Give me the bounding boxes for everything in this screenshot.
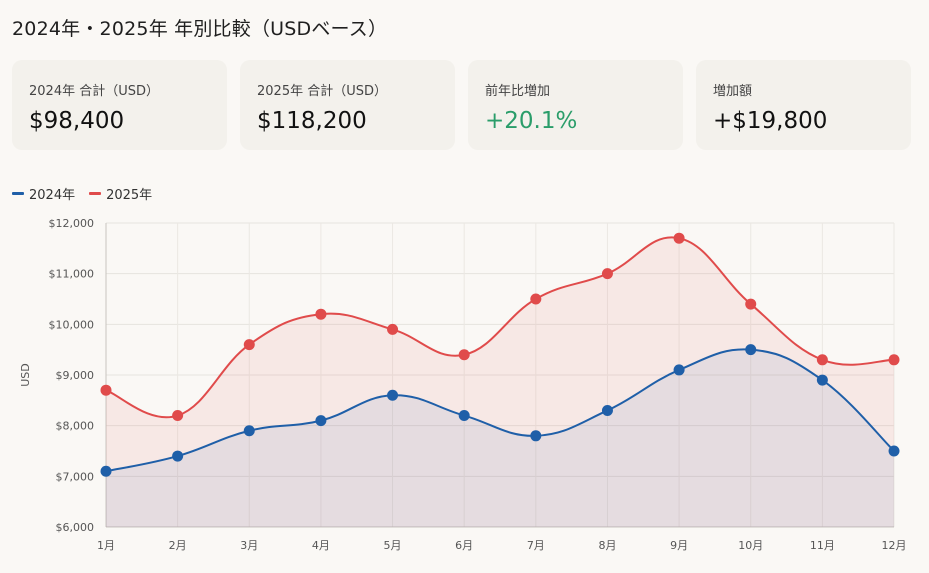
card-total-2025: 2025年 合計（USD） $118,200 <box>240 60 455 150</box>
line-chart: $6,000 $7,000 $8,000 $9,000 $10,000 $11,000 $1… <box>19 217 907 552</box>
data-point <box>601 268 613 280</box>
legend-item-2024[interactable]: 2024年 <box>12 184 75 203</box>
y-tick-label: $11,000 <box>49 268 95 281</box>
card-growth-rate: 前年比増加 +20.1% <box>468 60 683 150</box>
data-point <box>243 425 255 437</box>
x-tick-label: 2月 <box>169 539 187 552</box>
y-tick-label: $7,000 <box>56 470 95 483</box>
y-axis-label: USD <box>19 363 32 387</box>
data-point <box>458 410 470 422</box>
card-label: 2025年 合計（USD） <box>257 84 387 99</box>
y-tick-label: $9,000 <box>56 369 95 382</box>
x-tick-label: 5月 <box>384 539 402 552</box>
x-tick-label: 11月 <box>810 539 835 552</box>
card-label: 2024年 合計（USD） <box>29 84 159 99</box>
x-tick-label: 10月 <box>738 539 763 552</box>
data-point <box>816 354 828 366</box>
summary-cards: 2024年 合計（USD） $98,400 2025年 合計（USD） $118… <box>12 60 911 150</box>
legend-item-2025[interactable]: 2025年 <box>89 184 152 203</box>
data-point <box>458 349 470 361</box>
data-point <box>745 344 757 356</box>
x-tick-label: 12月 <box>882 539 907 552</box>
x-tick-label: 8月 <box>598 539 616 552</box>
data-point <box>673 364 685 376</box>
y-tick-label: $12,000 <box>49 217 95 230</box>
page-title: 2024年・2025年 年別比較（USDベース） <box>12 18 388 40</box>
chart-legend: 2024年 2025年 <box>12 184 152 203</box>
card-increase-amount: 増加額 +$19,800 <box>696 60 911 150</box>
y-tick-label: $10,000 <box>49 318 95 331</box>
data-point <box>816 374 828 386</box>
data-point <box>100 384 112 396</box>
card-value: +$19,800 <box>713 108 828 134</box>
y-tick-label: $8,000 <box>56 420 95 433</box>
series-area-0 <box>106 349 894 527</box>
card-label: 増加額 <box>713 84 753 99</box>
data-point <box>315 415 327 427</box>
data-point <box>243 339 255 351</box>
legend-swatch-icon <box>89 192 102 195</box>
series-area-1 <box>106 237 894 527</box>
x-tick-label: 9月 <box>670 539 688 552</box>
data-point <box>601 404 613 416</box>
x-tick-label: 4月 <box>312 539 330 552</box>
legend-label: 2024年 <box>29 188 76 203</box>
data-point <box>888 354 900 366</box>
card-total-2024: 2024年 合計（USD） $98,400 <box>12 60 227 150</box>
card-value: $118,200 <box>257 108 367 134</box>
data-point <box>387 389 399 401</box>
data-point <box>172 450 184 462</box>
y-tick-label: $6,000 <box>56 521 95 534</box>
data-point <box>888 445 900 457</box>
x-tick-label: 3月 <box>240 539 258 552</box>
x-tick-label: 7月 <box>527 539 545 552</box>
data-point <box>530 430 542 442</box>
data-point <box>315 308 327 320</box>
x-tick-label: 1月 <box>97 539 115 552</box>
data-point <box>100 465 112 477</box>
data-point <box>387 323 399 335</box>
card-value: $98,400 <box>29 108 125 134</box>
card-label: 前年比増加 <box>485 84 551 99</box>
data-point <box>745 298 757 310</box>
data-point <box>673 232 685 244</box>
card-value: +20.1% <box>485 108 578 134</box>
data-point <box>172 410 184 422</box>
legend-swatch-icon <box>12 192 24 195</box>
x-tick-label: 6月 <box>455 539 473 552</box>
data-point <box>530 293 542 305</box>
legend-label: 2025年 <box>106 188 153 203</box>
